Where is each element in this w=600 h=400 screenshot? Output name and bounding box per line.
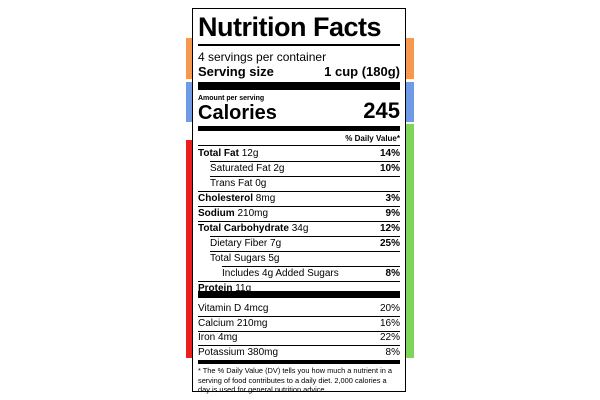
serving-size-row: Serving size 1 cup (180g) bbox=[198, 64, 400, 79]
vitamin-daily-value: 22% bbox=[379, 332, 400, 343]
vitamin-amount: 210mg bbox=[236, 317, 268, 329]
divider bbox=[198, 206, 400, 207]
calories-value: 245 bbox=[363, 98, 400, 123]
nutrient-label: Protein bbox=[198, 283, 233, 294]
vitamin-amount: 380mg bbox=[247, 346, 279, 358]
vitamin-amount: 4mcg bbox=[243, 303, 269, 314]
nutrient-name: Total Carbohydrate 34g bbox=[198, 223, 308, 235]
nutrient-amount: 11g bbox=[235, 283, 252, 294]
nutrition-label bbox=[192, 8, 406, 392]
divider bbox=[198, 281, 400, 282]
nutrient-amount: 2g bbox=[273, 163, 285, 174]
nutrient-name: Total Sugars 5g bbox=[210, 253, 280, 265]
nutrient-name: Saturated Fat 2g bbox=[210, 163, 285, 175]
nutrient-daily-value: 8% bbox=[385, 268, 400, 279]
nutrient-label: Saturated Fat bbox=[210, 163, 271, 174]
nutrient-label: Includes 4g Added Sugars bbox=[222, 268, 339, 279]
vitamin-label: Vitamin D bbox=[198, 303, 242, 314]
divider bbox=[210, 251, 400, 252]
nutrient-amount: 210mg bbox=[237, 208, 269, 219]
vitamin-name: Calcium 210mg bbox=[198, 318, 267, 330]
nutrient-name: Sodium 210mg bbox=[198, 208, 268, 220]
vitamin-label: Iron bbox=[198, 332, 216, 343]
nutrient-amount: 0g bbox=[255, 178, 267, 189]
footnote: * The % Daily Value (DV) tells you how m… bbox=[198, 366, 393, 394]
medium-divider bbox=[198, 360, 400, 364]
nutrient-daily-value: 12% bbox=[379, 223, 400, 234]
nutrient-label: Total Carbohydrate bbox=[198, 223, 289, 234]
nutrient-daily-value: 3% bbox=[385, 193, 400, 204]
divider bbox=[198, 191, 400, 192]
divider bbox=[198, 44, 400, 46]
divider bbox=[198, 330, 400, 332]
serving-size-label: Serving size bbox=[198, 64, 274, 79]
vitamin-name: Potassium 380mg bbox=[198, 347, 278, 359]
nutrient-label: Total Fat bbox=[198, 148, 239, 159]
divider bbox=[222, 266, 400, 267]
divider bbox=[198, 221, 400, 222]
thick-divider bbox=[198, 291, 400, 298]
vitamin-daily-value: 16% bbox=[379, 317, 400, 329]
vitamin-name: Iron 4mg bbox=[198, 332, 237, 344]
medium-divider bbox=[198, 126, 400, 131]
divider bbox=[210, 161, 400, 162]
nutrient-name: Trans Fat 0g bbox=[210, 178, 266, 190]
vitamin-name: Vitamin D 4mcg bbox=[198, 303, 268, 315]
divider bbox=[198, 345, 400, 346]
nutrient-name: Total Fat 12g bbox=[198, 148, 258, 160]
nutrient-daily-value: 10% bbox=[379, 163, 400, 174]
vitamin-amount: 4mg bbox=[218, 332, 238, 343]
thick-divider bbox=[198, 82, 400, 90]
amount-per-serving: Amount per serving bbox=[198, 95, 265, 102]
daily-value-header: % Daily Value* bbox=[345, 134, 400, 143]
divider bbox=[198, 316, 400, 317]
nutrient-name: Includes 4g Added Sugars bbox=[222, 268, 339, 280]
vitamin-daily-value: 20% bbox=[379, 303, 400, 314]
divider bbox=[210, 236, 400, 237]
nutrient-name: Protein 11g bbox=[198, 283, 251, 295]
nutrient-daily-value: 25% bbox=[379, 238, 400, 249]
vitamin-label: Potassium bbox=[198, 346, 245, 358]
nutrient-label: Trans Fat bbox=[210, 178, 253, 189]
nutrient-amount: 34g bbox=[291, 223, 309, 234]
divider bbox=[210, 176, 400, 177]
nutrient-label: Total Sugars bbox=[210, 253, 266, 264]
divider bbox=[198, 145, 400, 146]
vitamin-daily-value: 8% bbox=[385, 346, 400, 358]
calories-label: Calories bbox=[198, 102, 277, 124]
nutrient-amount: 5g bbox=[268, 253, 280, 264]
nutrient-name: Dietary Fiber 7g bbox=[210, 238, 281, 250]
nutrient-label: Sodium bbox=[198, 208, 235, 219]
nutrient-amount: 12g bbox=[241, 148, 259, 159]
serving-size-value: 1 cup (180g) bbox=[324, 64, 400, 79]
calories-row: Calories 245 bbox=[198, 98, 400, 125]
label-title: Nutrition Facts bbox=[198, 12, 382, 42]
servings-per-container: 4 servings per container bbox=[198, 50, 327, 64]
nutrient-amount: 7g bbox=[270, 238, 282, 249]
nutrient-label: Dietary Fiber bbox=[210, 238, 268, 249]
nutrient-daily-value: 14% bbox=[379, 148, 400, 159]
nutrient-amount: 8mg bbox=[255, 193, 276, 204]
nutrient-name: Cholesterol 8mg bbox=[198, 193, 275, 205]
nutrient-daily-value: 9% bbox=[385, 208, 400, 219]
vitamin-label: Calcium bbox=[198, 317, 235, 329]
nutrient-label: Cholesterol bbox=[198, 193, 254, 204]
